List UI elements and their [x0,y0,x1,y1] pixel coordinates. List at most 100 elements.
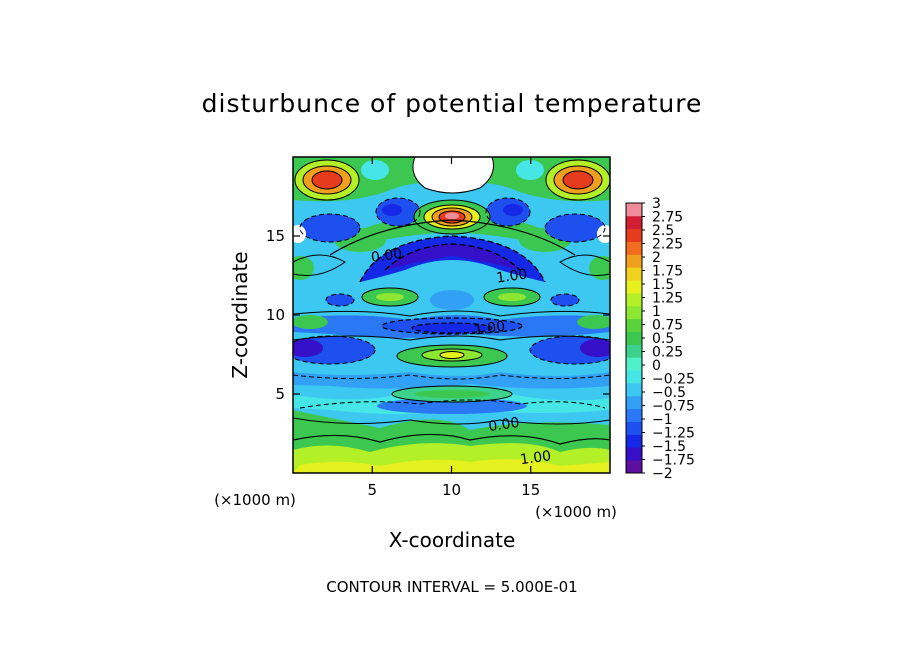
y-tick-label: 15 [266,227,285,245]
colorbar-label: 1.75 [652,264,683,280]
contour-field [293,157,610,473]
colorbar-label: −1.75 [652,453,695,469]
y-axis-title: Z-coordinate [228,251,252,378]
field-blob [326,294,354,306]
y-unit-label: (×1000 m) [214,491,296,509]
contour-line-solid [423,204,481,230]
colorbar-label: 0 [652,358,661,374]
field-blob [300,214,360,242]
contour-line-dashed [359,235,546,283]
colorbar-swatch [626,331,642,345]
x-tick-label: 15 [521,481,540,499]
field-mid-blue-band [293,372,610,389]
colorbar-swatch [626,215,642,230]
contour-line-solid [293,433,610,445]
colorbar: 32.752.52.2521.751.51.2510.750.50.250−0.… [625,196,695,482]
contour-line-dashed [293,335,376,365]
colorbar-label: −0.25 [652,372,695,388]
field-blob [440,351,464,359]
contour-line-dashed [293,374,610,380]
colorbar-label: −0.5 [652,385,686,401]
colorbar-label: 2.25 [652,237,683,253]
colorbar-label: 2.5 [652,223,674,239]
contour-line-solid [302,165,352,195]
contour-line-dashed [411,322,493,334]
contour-line-dashed [384,243,521,271]
contour-label: 1.00 [519,448,552,468]
x-axis-ticks: 5 10 15 [367,157,540,499]
colorbar-swatch [626,203,642,217]
colorbar-swatch [626,241,642,255]
colorbar-swatch [626,460,642,474]
contour-line-dashed [485,197,531,227]
contour-line-solid [396,344,508,368]
field-blob [498,293,526,301]
contour-label: 0.00 [487,415,520,435]
colorbar-label: −0.75 [652,399,695,415]
colorbar-label: −1 [652,412,673,428]
field-blob [516,160,544,180]
chart-title: disturbunce of potential temperature [202,89,703,118]
contour-line-dashed [375,197,421,227]
contour-line-solid [431,207,473,227]
colorbar-swatch [626,267,642,281]
field-blob [551,294,579,306]
colorbar-label: 2.75 [652,210,683,226]
contour-line-dashed [550,293,580,307]
colorbar-label: −1.25 [652,426,695,442]
contour-lines [293,157,610,445]
colorbar-label: 1.5 [652,277,674,293]
contour-line-solid [421,348,483,362]
colorbar-swatch [626,434,642,448]
colorbar-swatch [626,357,642,371]
colorbar-label: 0.5 [652,331,674,347]
field-blob [361,160,389,180]
field-blank-top [412,157,494,193]
colorbar-swatch [626,293,642,307]
contour-line-solid [391,385,513,403]
field-blob [580,339,610,357]
field-blob [430,290,474,310]
colorbar-swatch [626,280,642,294]
contour-line-dashed [381,317,523,335]
field-blob [445,212,459,220]
contour-line-solid [412,157,494,194]
contour-line-solid [293,310,610,317]
field-blob [293,256,314,280]
contour-line-solid [294,159,360,201]
field-blob [293,315,328,329]
field-blob [577,315,610,329]
contour-line-solid [439,351,465,359]
y-axis-ticks: 5 10 15 [266,227,610,403]
colorbar-label: 0.25 [652,345,683,361]
contour-line-solid [545,159,610,201]
y-tick-label: 10 [266,306,285,324]
field-blob [377,398,527,414]
contour-line-dashed [325,293,355,307]
contour-line-solid [553,165,603,195]
contour-line-solid [361,287,419,307]
x-unit-label: (×1000 m) [535,503,617,521]
colorbar-label: 1 [652,304,661,320]
colorbar-label: −2 [652,466,673,482]
colorbar-swatch [626,408,642,422]
colorbar-label: −1.5 [652,439,686,455]
contour-label: 1.00 [495,266,528,286]
colorbar-swatch [626,370,642,384]
x-tick-label: 5 [367,481,377,499]
contour-label: 0.00 [370,246,403,266]
contour-line-solid [293,335,610,341]
field-blank-right [597,225,610,243]
colorbar-swatch [626,305,642,320]
colorbar-swatch [626,254,642,268]
contour-line-solid [311,170,343,190]
contour-line-dashed [299,213,361,243]
colorbar-swatch [626,447,642,461]
field-blob [312,171,342,189]
field-dark-arc [360,236,545,282]
colorbar-swatch [626,383,642,397]
colorbar-label: 3 [652,196,661,212]
colorbar-label: 1.25 [652,291,683,307]
contour-line-solid [329,219,576,256]
colorbar-swatch [626,228,642,242]
